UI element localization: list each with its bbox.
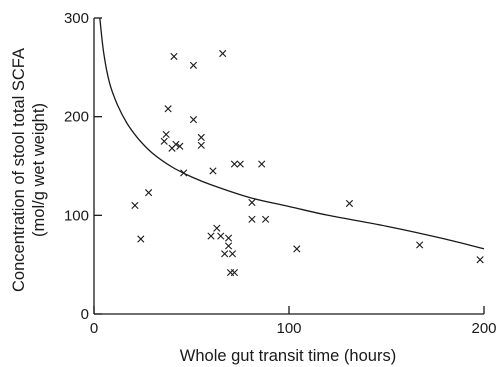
fit-curve-layer	[99, 17, 485, 250]
data-point	[221, 250, 229, 258]
data-point	[224, 234, 233, 242]
fit-curve	[99, 17, 485, 250]
data-point	[197, 141, 205, 149]
data-point	[164, 105, 172, 113]
y-tick-label: 100	[64, 207, 89, 224]
data-point	[416, 241, 424, 249]
data-point	[345, 199, 354, 208]
x-tick-label: 200	[471, 320, 496, 337]
data-point	[162, 130, 170, 139]
data-point	[230, 160, 238, 168]
data-point	[293, 245, 301, 253]
data-point	[213, 224, 221, 232]
data-point	[160, 137, 168, 145]
data-point	[230, 268, 238, 277]
data-point	[248, 198, 256, 207]
data-point	[131, 201, 139, 210]
data-point	[170, 52, 178, 61]
data-point	[209, 167, 217, 175]
x-tick-label: 100	[276, 320, 301, 337]
data-point	[207, 232, 215, 240]
data-point	[258, 160, 266, 168]
data-point	[219, 49, 227, 58]
x-tick-label: 0	[90, 320, 98, 337]
data-point	[172, 140, 180, 148]
data-point	[262, 215, 270, 223]
y-axis-title-line2: (mol/g wet weight)	[30, 103, 48, 237]
data-point	[248, 215, 256, 223]
data-point	[236, 160, 244, 168]
data-point	[189, 61, 198, 69]
data-point	[217, 232, 225, 240]
data-point	[145, 189, 153, 197]
data-point	[228, 250, 237, 258]
y-axis-title-line1: Concentration of stool total SCFA	[10, 48, 28, 292]
data-point	[176, 142, 184, 150]
data-point	[137, 235, 145, 243]
data-point	[224, 242, 233, 250]
x-axis-title: Whole gut transit time (hours)	[180, 347, 396, 365]
data-point	[180, 169, 188, 177]
y-tick-label: 0	[81, 306, 89, 323]
axes: 0 100 200 300 0 100 200	[64, 10, 497, 337]
data-points-layer	[131, 49, 484, 277]
y-axis-title: Concentration of stool total SCFA (mol/g…	[10, 48, 48, 292]
data-point	[197, 133, 205, 141]
data-point	[476, 256, 484, 264]
y-tick-label: 200	[64, 109, 89, 126]
data-point	[189, 116, 198, 124]
y-tick-label: 300	[64, 10, 89, 27]
